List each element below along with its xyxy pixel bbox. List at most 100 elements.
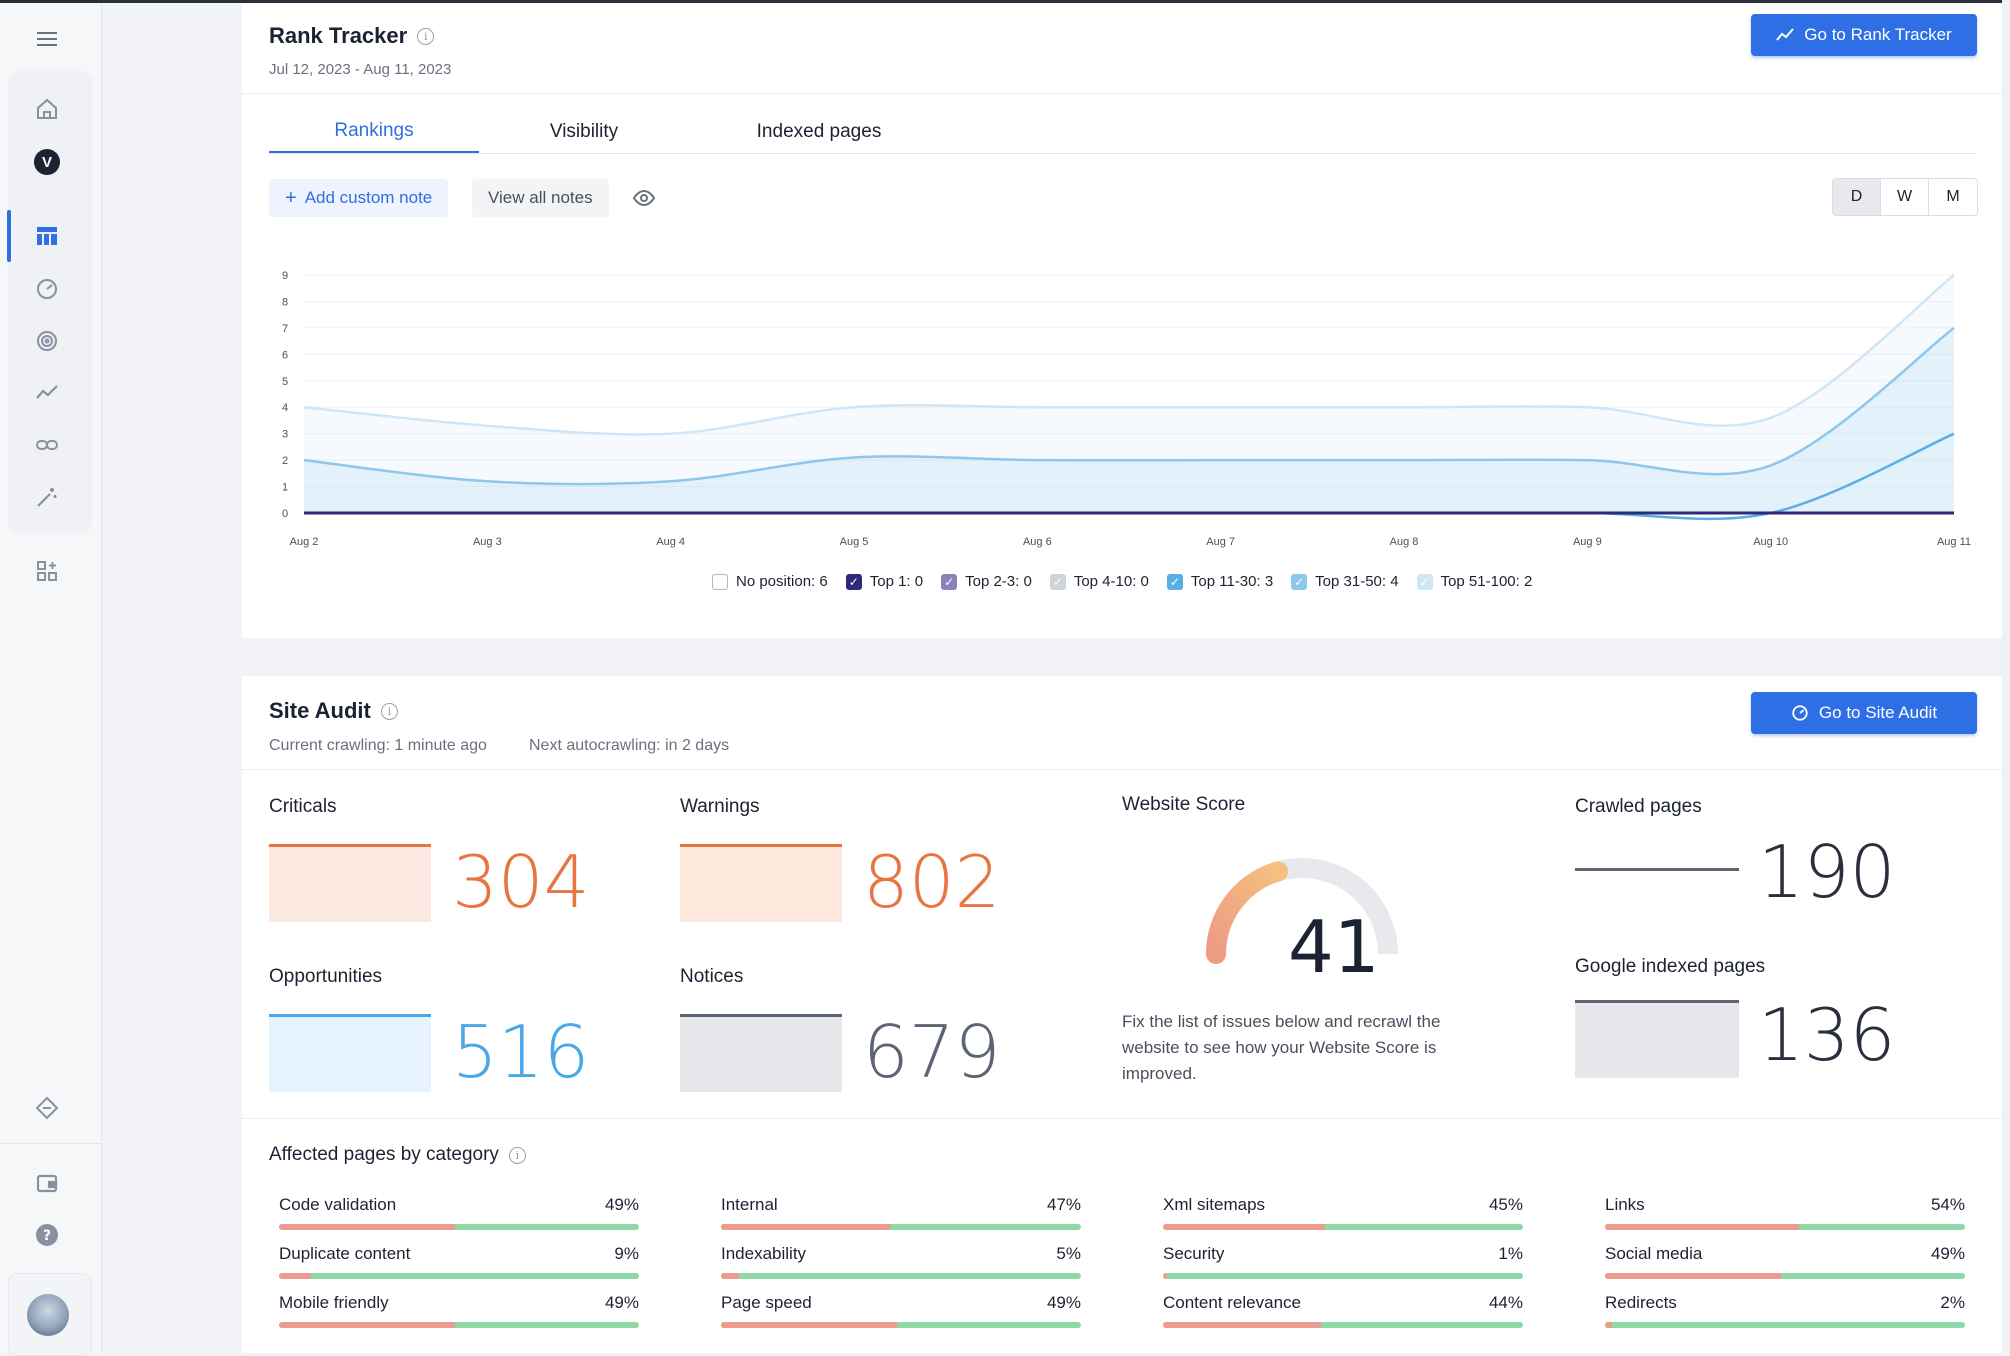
trend-icon[interactable] <box>29 375 65 411</box>
checkbox-icon[interactable]: ✓ <box>1291 573 1308 590</box>
google-indexed-value[interactable]: 136 <box>1758 993 1896 1077</box>
category-name: Links <box>1605 1195 1645 1214</box>
target-icon[interactable] <box>29 323 65 359</box>
category-bar-fill <box>1163 1273 1167 1279</box>
category-percent: 49% <box>604 1293 639 1312</box>
eye-icon[interactable] <box>632 186 656 215</box>
tab-indexed-pages[interactable]: Indexed pages <box>756 121 882 142</box>
menu-icon[interactable] <box>29 21 65 57</box>
date-range: Jul 12, 2023 - Aug 11, 2023 <box>269 61 452 78</box>
y-tick-label: 7 <box>282 323 288 335</box>
website-score-hint: Fix the list of issues below and recrawl… <box>1122 1012 1441 1083</box>
website-score-label: Website Score <box>1122 794 1246 815</box>
category-percent: 47% <box>1046 1195 1081 1214</box>
notices-label: Notices <box>680 966 744 987</box>
wallet-icon[interactable] <box>29 1165 65 1201</box>
rank-tracker-card: Rank Tracker i Jul 12, 2023 - Aug 11, 20… <box>242 3 2010 638</box>
x-tick-label: Aug 6 <box>1023 536 1052 548</box>
legend-item[interactable]: ✓ Top 2-3: 0 <box>941 573 1032 590</box>
go-to-site-audit-button[interactable]: Go to Site Audit <box>1751 692 1977 734</box>
category-item[interactable]: Mobile friendly 49% <box>279 1293 639 1328</box>
tab-visibility[interactable]: Visibility <box>549 121 619 142</box>
go-to-rank-tracker-button[interactable]: Go to Rank Tracker <box>1751 14 1977 56</box>
series-area-top-51-100 <box>304 275 1954 513</box>
checkbox-icon[interactable]: ✓ <box>941 573 958 590</box>
period-week[interactable]: W <box>1881 179 1929 215</box>
add-custom-note-button[interactable]: + Add custom note <box>269 179 449 217</box>
category-bar <box>1605 1273 1965 1279</box>
category-bar-fill <box>1605 1224 1800 1230</box>
series-area-top-31-50 <box>304 327 1954 513</box>
category-bar <box>1163 1273 1523 1279</box>
checkbox-icon[interactable]: ✓ <box>845 573 862 590</box>
legend-label: Top 31-50: 4 <box>1315 573 1399 590</box>
category-percent: 5% <box>1056 1244 1081 1263</box>
category-percent: 9% <box>614 1244 639 1263</box>
checkbox-icon[interactable]: ✓ <box>1166 573 1183 590</box>
category-name: Content relevance <box>1163 1293 1301 1312</box>
checkbox-icon[interactable] <box>712 573 728 590</box>
info-icon[interactable]: i <box>380 702 398 720</box>
legend-item[interactable]: ✓ Top 31-50: 4 <box>1291 573 1399 590</box>
category-bar <box>279 1322 639 1328</box>
category-item[interactable]: Links 54% <box>1605 1195 1965 1230</box>
period-month[interactable]: M <box>1946 188 1960 205</box>
x-tick-label: Aug 11 <box>1937 536 1971 548</box>
legend-item[interactable]: No position: 6 <box>712 573 828 590</box>
x-tick-label: Aug 10 <box>1753 536 1788 548</box>
avatar[interactable] <box>27 1294 69 1336</box>
magic-wand-icon[interactable] <box>29 479 65 515</box>
info-icon[interactable]: i <box>508 1146 526 1164</box>
category-item[interactable]: Redirects 2% <box>1605 1293 1965 1328</box>
category-name: Internal <box>721 1195 778 1214</box>
category-item[interactable]: Internal 47% <box>721 1195 1081 1230</box>
category-item[interactable]: Social media 49% <box>1605 1244 1965 1279</box>
y-tick-label: 0 <box>282 508 288 520</box>
scrollbar[interactable] <box>2002 0 2010 1353</box>
category-item[interactable]: Content relevance 44% <box>1163 1293 1523 1328</box>
category-name: Social media <box>1605 1244 1703 1263</box>
category-percent: 49% <box>1046 1293 1081 1312</box>
apps-icon[interactable] <box>29 553 65 589</box>
category-name: Indexability <box>721 1244 807 1263</box>
brand-logo[interactable]: V <box>29 144 65 180</box>
notices-swatch <box>680 1014 842 1092</box>
info-icon[interactable]: i <box>417 27 435 45</box>
period-day[interactable]: D <box>1833 179 1881 215</box>
category-bar-fill <box>721 1322 898 1328</box>
tab-rankings[interactable]: Rankings <box>269 110 479 154</box>
diamond-icon[interactable] <box>29 1090 65 1126</box>
category-item[interactable]: Page speed 49% <box>721 1293 1081 1328</box>
category-percent: 49% <box>1930 1244 1965 1263</box>
checkbox-icon[interactable]: ✓ <box>1049 573 1066 590</box>
speedometer-icon <box>1792 705 1808 721</box>
home-icon[interactable] <box>29 91 65 127</box>
view-all-notes-button[interactable]: View all notes <box>472 179 609 217</box>
category-bar-fill <box>279 1224 456 1230</box>
category-item[interactable]: Xml sitemaps 45% <box>1163 1195 1523 1230</box>
category-percent: 49% <box>604 1195 639 1214</box>
criticals-value[interactable]: 304 <box>452 840 590 924</box>
notices-value[interactable]: 679 <box>863 1010 1001 1094</box>
legend-item[interactable]: ✓ Top 51-100: 2 <box>1416 573 1533 590</box>
x-tick-label: Aug 4 <box>656 536 685 548</box>
legend-item[interactable]: ✓ Top 4-10: 0 <box>1049 573 1149 590</box>
category-item[interactable]: Code validation 49% <box>279 1195 639 1230</box>
checkbox-icon[interactable]: ✓ <box>1416 573 1433 590</box>
help-icon[interactable]: ? <box>29 1217 65 1253</box>
opportunities-value[interactable]: 516 <box>452 1010 590 1094</box>
speedometer-icon[interactable] <box>29 271 65 307</box>
category-item[interactable]: Indexability 5% <box>721 1244 1081 1279</box>
crawled-pages-value[interactable]: 190 <box>1758 830 1896 914</box>
legend-item[interactable]: ✓ Top 11-30: 3 <box>1166 573 1273 590</box>
warnings-value[interactable]: 802 <box>863 840 1001 924</box>
link-icon[interactable] <box>29 427 65 463</box>
category-item[interactable]: Duplicate content 9% <box>279 1244 639 1279</box>
legend-item[interactable]: ✓ Top 1: 0 <box>845 573 923 590</box>
legend-label: Top 51-100: 2 <box>1440 573 1533 590</box>
category-bar <box>279 1273 639 1279</box>
category-item[interactable]: Security 1% <box>1163 1244 1523 1279</box>
y-tick-label: 6 <box>282 349 288 361</box>
dashboard-icon[interactable] <box>29 218 65 254</box>
category-bar <box>1605 1224 1965 1230</box>
